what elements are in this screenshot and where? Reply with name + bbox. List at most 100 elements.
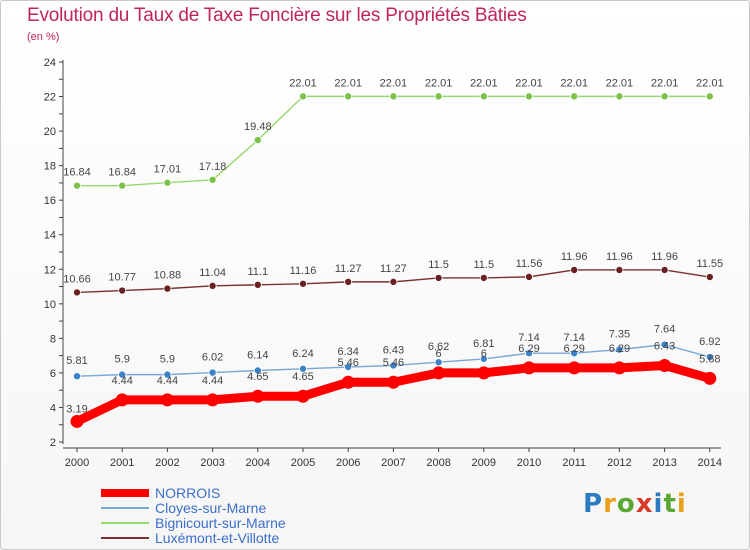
x-tick-label: 2003: [200, 457, 224, 469]
logo-letter: i: [653, 489, 664, 519]
data-label: 22.01: [425, 77, 453, 89]
data-label: 19.48: [244, 121, 272, 133]
data-point: [389, 277, 398, 286]
data-label: 5.46: [337, 357, 358, 369]
data-point: [705, 273, 714, 282]
y-tick-label: 10: [44, 299, 56, 311]
x-tick-label: 2005: [291, 457, 315, 469]
data-label: 11.5: [474, 259, 495, 271]
logo-letter: i: [676, 489, 687, 519]
data-point: [705, 92, 714, 101]
y-tick-label: 20: [44, 126, 56, 138]
data-point: [253, 366, 262, 375]
data-label: 6.29: [518, 343, 539, 355]
data-point: [434, 358, 443, 367]
data-label: 5.46: [383, 357, 404, 369]
x-tick-label: 2009: [472, 457, 496, 469]
data-label: 4.44: [111, 375, 132, 387]
data-point: [296, 389, 310, 403]
y-tick-label: 14: [44, 230, 56, 242]
legend-label: Bignicourt-sur-Marne: [155, 514, 286, 531]
y-tick-label: 24: [44, 57, 56, 69]
x-tick-label: 2008: [426, 457, 450, 469]
data-label: 3.19: [66, 403, 87, 415]
data-point: [658, 358, 672, 372]
data-label: 17.01: [154, 164, 182, 176]
data-point: [253, 136, 262, 145]
data-label: 6.81: [473, 338, 494, 350]
data-label: 11.55: [696, 258, 723, 270]
data-point: [522, 361, 536, 375]
data-label: 6.34: [337, 346, 358, 358]
data-label: 7.14: [518, 332, 539, 344]
data-point: [118, 370, 127, 379]
logo-letter: x: [635, 489, 654, 519]
data-point: [163, 370, 172, 379]
data-point: [118, 286, 127, 295]
data-label: 5.9: [115, 354, 130, 366]
data-label: 6.29: [609, 343, 630, 355]
data-label: 10.88: [154, 270, 182, 282]
data-label: 22.01: [560, 77, 588, 89]
data-point: [70, 414, 84, 428]
logo-letter: r: [603, 489, 617, 519]
data-point: [477, 366, 491, 380]
data-label: 6.92: [699, 336, 720, 348]
data-point: [386, 375, 400, 389]
data-point: [163, 284, 172, 293]
data-point: [251, 389, 265, 403]
legend-item: NORROIS: [101, 484, 286, 501]
data-label: 5.9: [160, 354, 175, 366]
data-point: [525, 349, 534, 358]
y-tick-label: 2: [50, 437, 56, 449]
data-label: 17.18: [199, 161, 227, 173]
logo-letter: t: [663, 489, 677, 519]
data-point: [479, 354, 488, 363]
data-label: 22.01: [289, 77, 317, 89]
data-label: 6.62: [428, 341, 449, 353]
data-label: 22.01: [696, 77, 724, 89]
data-point: [389, 92, 398, 101]
data-point: [344, 363, 353, 372]
data-label: 6.02: [202, 352, 223, 364]
data-point: [567, 361, 581, 375]
data-label: 5.81: [66, 355, 87, 367]
data-label: 10.66: [63, 273, 91, 285]
legend-swatch: [101, 488, 149, 497]
data-point: [344, 277, 353, 286]
data-label: 22.01: [606, 77, 634, 89]
series-lines: [70, 92, 717, 428]
legend-item: Bignicourt-sur-Marne: [101, 514, 286, 531]
data-point: [432, 366, 446, 380]
data-point: [525, 272, 534, 281]
data-label: 6.29: [563, 343, 584, 355]
y-tick-label: 6: [50, 368, 56, 380]
legend-item: Luxémont-et-Villotte: [101, 530, 286, 546]
data-point: [163, 178, 172, 187]
x-tick-label: 2013: [652, 457, 676, 469]
y-tick-label: 12: [44, 264, 56, 276]
data-point: [479, 92, 488, 101]
data-label: 6.24: [292, 348, 313, 360]
data-label: 4.65: [292, 371, 313, 383]
data-point: [73, 372, 82, 381]
x-tick-label: 2007: [381, 457, 405, 469]
legend-label: NORROIS: [155, 484, 221, 501]
data-label: 7.35: [609, 329, 630, 341]
data-point: [615, 92, 624, 101]
data-label: 11.1: [248, 266, 269, 278]
data-label: 11.04: [199, 267, 226, 279]
y-tick-label: 16: [44, 195, 56, 207]
x-tick-label: 2011: [562, 457, 586, 469]
data-point: [389, 361, 398, 370]
data-point: [570, 349, 579, 358]
y-tick-label: 22: [44, 92, 56, 104]
y-tick-label: 18: [44, 161, 56, 173]
data-point: [298, 92, 307, 101]
data-point: [298, 364, 307, 373]
data-label: 11.5: [428, 259, 449, 271]
data-label: 22.01: [470, 77, 498, 89]
data-label: 5.68: [699, 353, 720, 365]
